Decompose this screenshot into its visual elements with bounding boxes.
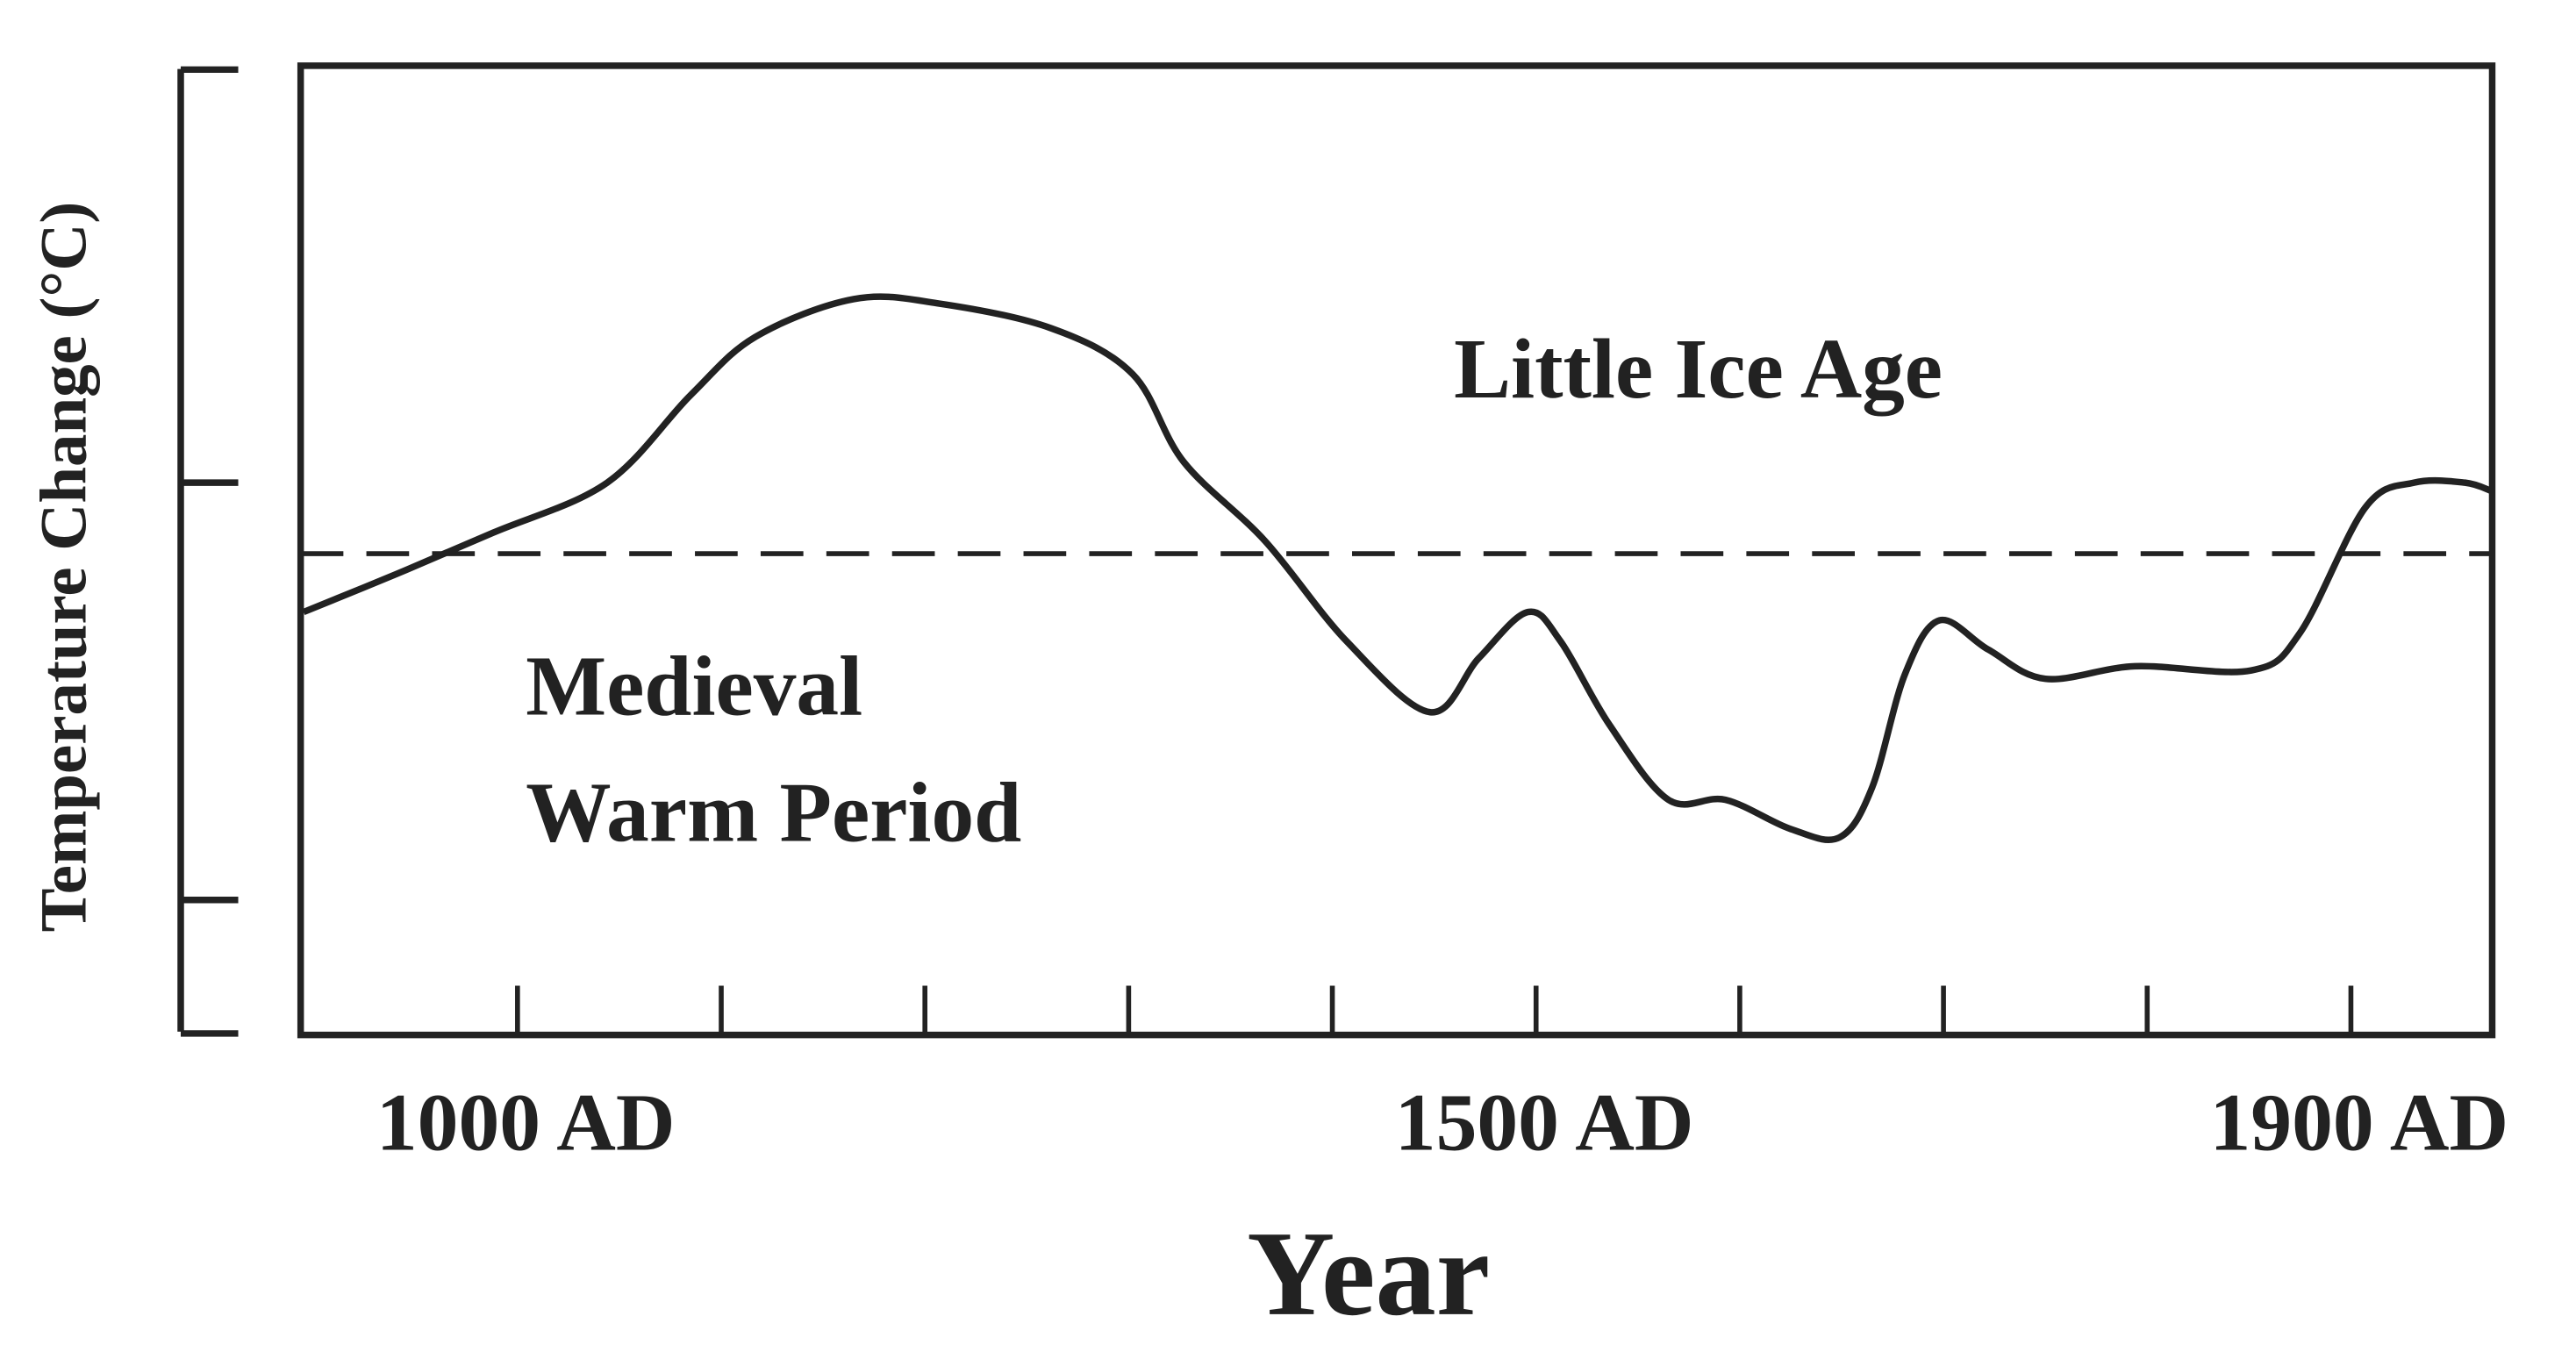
annotation-warm-period: Warm Period <box>526 766 1021 861</box>
plot-frame <box>297 62 2496 1039</box>
x-tick-labels: 1000 AD 1500 AD 1900 AD <box>376 1078 2508 1169</box>
x-axis-label: Year <box>1247 1206 1490 1341</box>
y-ticks <box>180 66 239 1037</box>
x-tick-label: 1500 AD <box>1395 1078 1694 1169</box>
y-axis-label: Temperature Change (°C) <box>27 202 100 933</box>
x-tick-label: 1000 AD <box>376 1078 676 1169</box>
x-ticks <box>515 985 2354 1035</box>
annotation-medieval: Medieval <box>526 640 862 734</box>
annotation-little-ice-age: Little Ice Age <box>1454 322 1943 417</box>
x-tick-label: 1900 AD <box>2209 1078 2508 1169</box>
temperature-series-line <box>302 293 2493 844</box>
